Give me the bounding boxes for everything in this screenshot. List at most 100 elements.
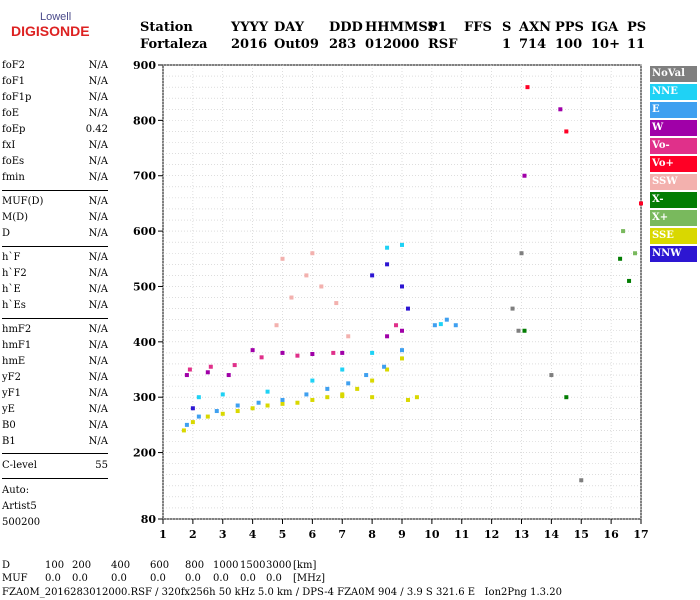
param-row-fmin: fmin N/A — [2, 172, 108, 188]
param-value: N/A — [88, 156, 108, 167]
point-nne — [196, 395, 201, 400]
header-label-hhmmss: HHMMSS — [365, 20, 437, 35]
param-name: M(D) — [2, 212, 29, 223]
param-row-mufd: MUF(D) N/A — [2, 196, 108, 212]
param-row-hmf2: hmF2 N/A — [2, 324, 108, 340]
point-noval — [519, 251, 524, 256]
header-label-station: Station — [140, 20, 193, 35]
footer-muf-value: 0.0 — [72, 573, 88, 584]
header-value-p1: RSF — [428, 37, 458, 52]
param-row-b0: B0 N/A — [2, 420, 108, 436]
point-ssw — [274, 323, 279, 328]
footer-d-value: [km] — [293, 560, 317, 571]
param-value: N/A — [88, 212, 108, 223]
header-label-ffs: FFS — [464, 20, 492, 35]
point-nne — [265, 389, 270, 394]
footer-muf-value: 0.0 — [185, 573, 201, 584]
x-tick-label: 11 — [454, 528, 469, 541]
y-tick-label: 700 — [133, 170, 156, 183]
param-value: N/A — [88, 388, 108, 399]
point-e — [444, 317, 449, 322]
point-w — [522, 173, 527, 178]
param-name: foEs — [2, 156, 25, 167]
header-label-axn: AXN — [519, 20, 552, 35]
param-value: 55 — [95, 460, 108, 471]
param-name: h`F — [2, 252, 21, 263]
point-vo — [187, 367, 192, 372]
point-nnw — [370, 273, 375, 278]
param-row-hf2: h`F2 N/A — [2, 268, 108, 284]
footer-d-value: 200 — [72, 560, 92, 571]
x-tick-label: 17 — [633, 528, 648, 541]
param-value: N/A — [88, 76, 108, 87]
param-row-hme: hmE N/A — [2, 356, 108, 372]
param-name: foF1 — [2, 76, 26, 87]
point-nnw — [385, 262, 390, 267]
legend-item-vo: Vo- — [650, 138, 697, 154]
point-sse — [220, 411, 225, 416]
point-vo — [331, 350, 336, 355]
auto-scaling-info: Artist5 — [2, 501, 108, 517]
x-tick-label: 8 — [368, 528, 376, 541]
point-sse — [370, 395, 375, 400]
point-x — [618, 256, 623, 261]
legend-item-nnw: NNW — [650, 246, 697, 262]
point-vo — [208, 364, 213, 369]
logo-lowell-text: Lowell — [40, 11, 72, 23]
param-value: N/A — [88, 324, 108, 335]
param-value: N/A — [88, 92, 108, 103]
point-e — [453, 323, 458, 328]
footer-d-value: 1500 — [240, 560, 266, 571]
footer-muf-value: 0.0 — [240, 573, 256, 584]
point-noval — [579, 478, 584, 483]
point-w — [280, 350, 285, 355]
point-e — [304, 392, 309, 397]
point-sse — [385, 367, 390, 372]
point-sse — [280, 401, 285, 406]
point-nne — [400, 242, 404, 247]
point-nne — [220, 392, 225, 397]
param-value: N/A — [88, 172, 108, 183]
param-name: hmF2 — [2, 324, 32, 335]
point-w — [226, 373, 231, 378]
point-sse — [250, 406, 255, 411]
y-tick-label: 500 — [133, 280, 156, 293]
point-vo — [394, 323, 399, 328]
x-tick-label: 5 — [279, 528, 287, 541]
point-w — [250, 348, 255, 353]
y-tick-label: 80 — [141, 513, 157, 526]
auto-scaling-info: Auto: — [2, 485, 108, 501]
footer-d-value: 3000 — [266, 560, 292, 571]
header-value-pps: 100 — [555, 37, 583, 52]
param-name: B1 — [2, 436, 16, 447]
param-value: N/A — [88, 372, 108, 383]
footer-muf-value: 0.0 — [150, 573, 166, 584]
point-e — [280, 397, 285, 402]
point-sse — [295, 400, 300, 405]
point-vo — [564, 129, 569, 134]
header-value-station: Fortaleza — [140, 37, 208, 52]
param-name: h`F2 — [2, 268, 27, 279]
param-name: C-level — [2, 460, 37, 471]
y-tick-label: 600 — [133, 225, 156, 238]
param-name: foF2 — [2, 60, 26, 71]
parameter-panel: foF2 N/A foF1 N/A foF1p N/A foE N/A foEp 0.42 fxI N… — [0, 0, 112, 540]
point-nne — [340, 367, 345, 372]
point-e — [196, 414, 201, 419]
param-row-foep: foEp 0.42 — [2, 124, 108, 140]
param-row-yf1: yF1 N/A — [2, 388, 108, 404]
header-label-ddd: DDD — [329, 20, 363, 35]
header-label-iga: IGA — [591, 20, 619, 35]
footer-file-info: FZA0M_2016283012000.RSF / 320fx256h 50 k… — [2, 587, 562, 598]
point-sse — [405, 397, 410, 402]
footer-muf-value: [MHz] — [293, 573, 326, 584]
point-sse — [355, 386, 360, 391]
point-noval — [516, 328, 521, 333]
x-tick-label: 4 — [249, 528, 257, 541]
header-label-p1: P1 — [428, 20, 447, 35]
param-name: yF1 — [2, 388, 21, 399]
param-row-b1: B1 N/A — [2, 436, 108, 452]
param-value: N/A — [88, 252, 108, 263]
param-row-fof1p: foF1p N/A — [2, 92, 108, 108]
param-row-yf2: yF2 N/A — [2, 372, 108, 388]
